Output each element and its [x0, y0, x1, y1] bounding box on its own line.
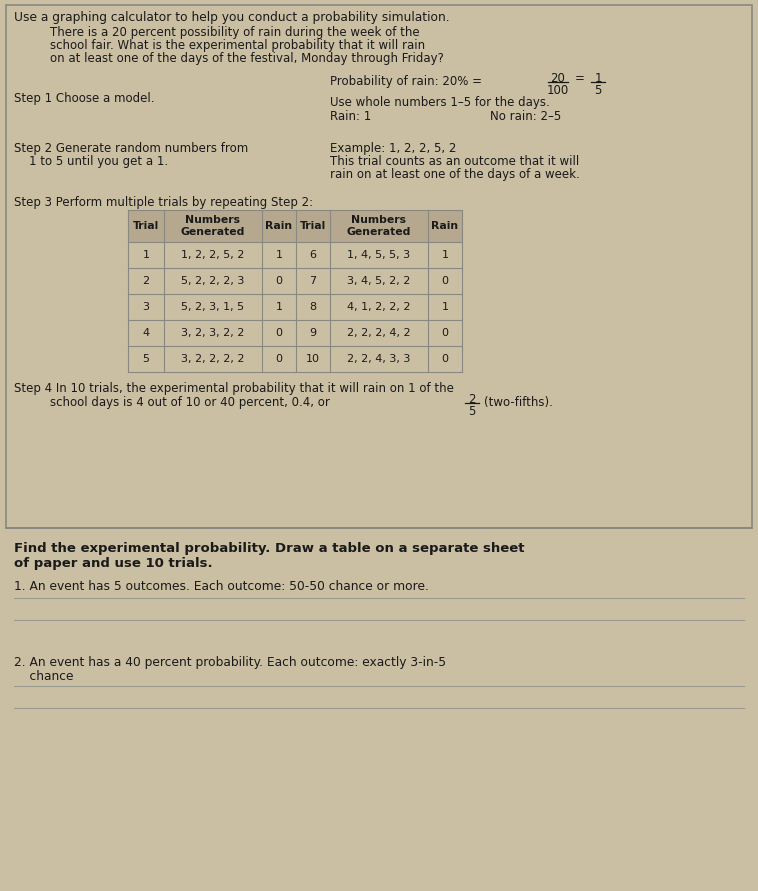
Text: 1. An event has 5 outcomes. Each outcome: 50-50 chance or more.: 1. An event has 5 outcomes. Each outcome… [14, 580, 429, 593]
Text: school fair. What is the experimental probability that it will rain: school fair. What is the experimental pr… [50, 39, 425, 52]
Text: Step 4 In 10 trials, the experimental probability that it will rain on 1 of the: Step 4 In 10 trials, the experimental pr… [14, 382, 454, 395]
Text: 100: 100 [547, 84, 569, 97]
Text: 1: 1 [594, 72, 602, 85]
Text: 2, 2, 4, 3, 3: 2, 2, 4, 3, 3 [347, 354, 411, 364]
Text: 0: 0 [275, 328, 283, 338]
Text: 3, 2, 3, 2, 2: 3, 2, 3, 2, 2 [181, 328, 245, 338]
Text: 1: 1 [143, 250, 149, 260]
Text: 4, 1, 2, 2, 2: 4, 1, 2, 2, 2 [347, 302, 411, 312]
Text: 0: 0 [441, 276, 449, 286]
Text: on at least one of the days of the festival, Monday through Friday?: on at least one of the days of the festi… [50, 52, 444, 65]
Text: 5: 5 [143, 354, 149, 364]
Text: 6: 6 [309, 250, 317, 260]
Text: Numbers: Numbers [352, 215, 406, 225]
Text: 2: 2 [143, 276, 149, 286]
Text: 1: 1 [275, 302, 283, 312]
Text: 5: 5 [468, 405, 476, 418]
Text: 2, 2, 2, 4, 2: 2, 2, 2, 4, 2 [347, 328, 411, 338]
Text: 20: 20 [550, 72, 565, 85]
Text: 0: 0 [275, 354, 283, 364]
Text: There is a 20 percent possibility of rain during the week of the: There is a 20 percent possibility of rai… [50, 26, 420, 39]
Bar [128, 346, 462, 372]
Text: Example: 1, 2, 2, 5, 2: Example: 1, 2, 2, 5, 2 [330, 142, 456, 155]
Text: 1, 2, 2, 5, 2: 1, 2, 2, 5, 2 [181, 250, 245, 260]
Text: 1: 1 [275, 250, 283, 260]
Bar [128, 210, 462, 242]
Text: Numbers: Numbers [186, 215, 240, 225]
Text: No rain: 2–5: No rain: 2–5 [490, 110, 561, 123]
Text: 3: 3 [143, 302, 149, 312]
Text: school days is 4 out of 10 or 40 percent, 0.4, or: school days is 4 out of 10 or 40 percent… [50, 396, 330, 409]
Text: Step 2 Generate random numbers from: Step 2 Generate random numbers from [14, 142, 249, 155]
Text: 0: 0 [441, 354, 449, 364]
Bar [128, 320, 462, 346]
Text: Find the experimental probability. Draw a table on a separate sheet: Find the experimental probability. Draw … [14, 542, 525, 555]
Text: =: = [575, 72, 585, 85]
Text: This trial counts as an outcome that it will: This trial counts as an outcome that it … [330, 155, 579, 168]
Text: Step 1 Choose a model.: Step 1 Choose a model. [14, 92, 155, 105]
Bar [128, 294, 462, 320]
Text: 5, 2, 3, 1, 5: 5, 2, 3, 1, 5 [181, 302, 245, 312]
Bar [6, 5, 752, 528]
Text: 9: 9 [309, 328, 317, 338]
Text: 0: 0 [275, 276, 283, 286]
Text: Rain: Rain [265, 221, 293, 231]
Bar [128, 242, 462, 268]
Text: Rain: Rain [431, 221, 459, 231]
Text: 3, 2, 2, 2, 2: 3, 2, 2, 2, 2 [181, 354, 245, 364]
Text: 8: 8 [309, 302, 317, 312]
Text: Step 3 Perform multiple trials by repeating Step 2:: Step 3 Perform multiple trials by repeat… [14, 196, 313, 209]
Text: chance: chance [14, 670, 74, 683]
Text: of paper and use 10 trials.: of paper and use 10 trials. [14, 557, 213, 570]
Text: 1: 1 [441, 302, 449, 312]
Text: 2. An event has a 40 percent probability. Each outcome: exactly 3-in-5: 2. An event has a 40 percent probability… [14, 656, 446, 669]
Bar [128, 268, 462, 294]
Text: 1 to 5 until you get a 1.: 1 to 5 until you get a 1. [14, 155, 168, 168]
Text: rain on at least one of the days of a week.: rain on at least one of the days of a we… [330, 168, 580, 181]
Text: 5: 5 [594, 84, 602, 97]
Text: 4: 4 [143, 328, 149, 338]
Text: Generated: Generated [181, 227, 245, 237]
Text: Use a graphing calculator to help you conduct a probability simulation.: Use a graphing calculator to help you co… [14, 11, 449, 24]
Text: 2: 2 [468, 393, 476, 406]
Text: Trial: Trial [300, 221, 326, 231]
Text: 1, 4, 5, 5, 3: 1, 4, 5, 5, 3 [347, 250, 411, 260]
Text: 0: 0 [441, 328, 449, 338]
Text: 7: 7 [309, 276, 317, 286]
Text: Probability of rain: 20% =: Probability of rain: 20% = [330, 75, 482, 88]
Text: Rain: 1: Rain: 1 [330, 110, 371, 123]
Text: Use whole numbers 1–5 for the days.: Use whole numbers 1–5 for the days. [330, 96, 550, 109]
Text: 5, 2, 2, 2, 3: 5, 2, 2, 2, 3 [181, 276, 245, 286]
Text: Generated: Generated [347, 227, 411, 237]
Text: 1: 1 [441, 250, 449, 260]
Text: (two-fifths).: (two-fifths). [484, 396, 553, 409]
Text: Trial: Trial [133, 221, 159, 231]
Text: 3, 4, 5, 2, 2: 3, 4, 5, 2, 2 [347, 276, 411, 286]
Text: 10: 10 [306, 354, 320, 364]
